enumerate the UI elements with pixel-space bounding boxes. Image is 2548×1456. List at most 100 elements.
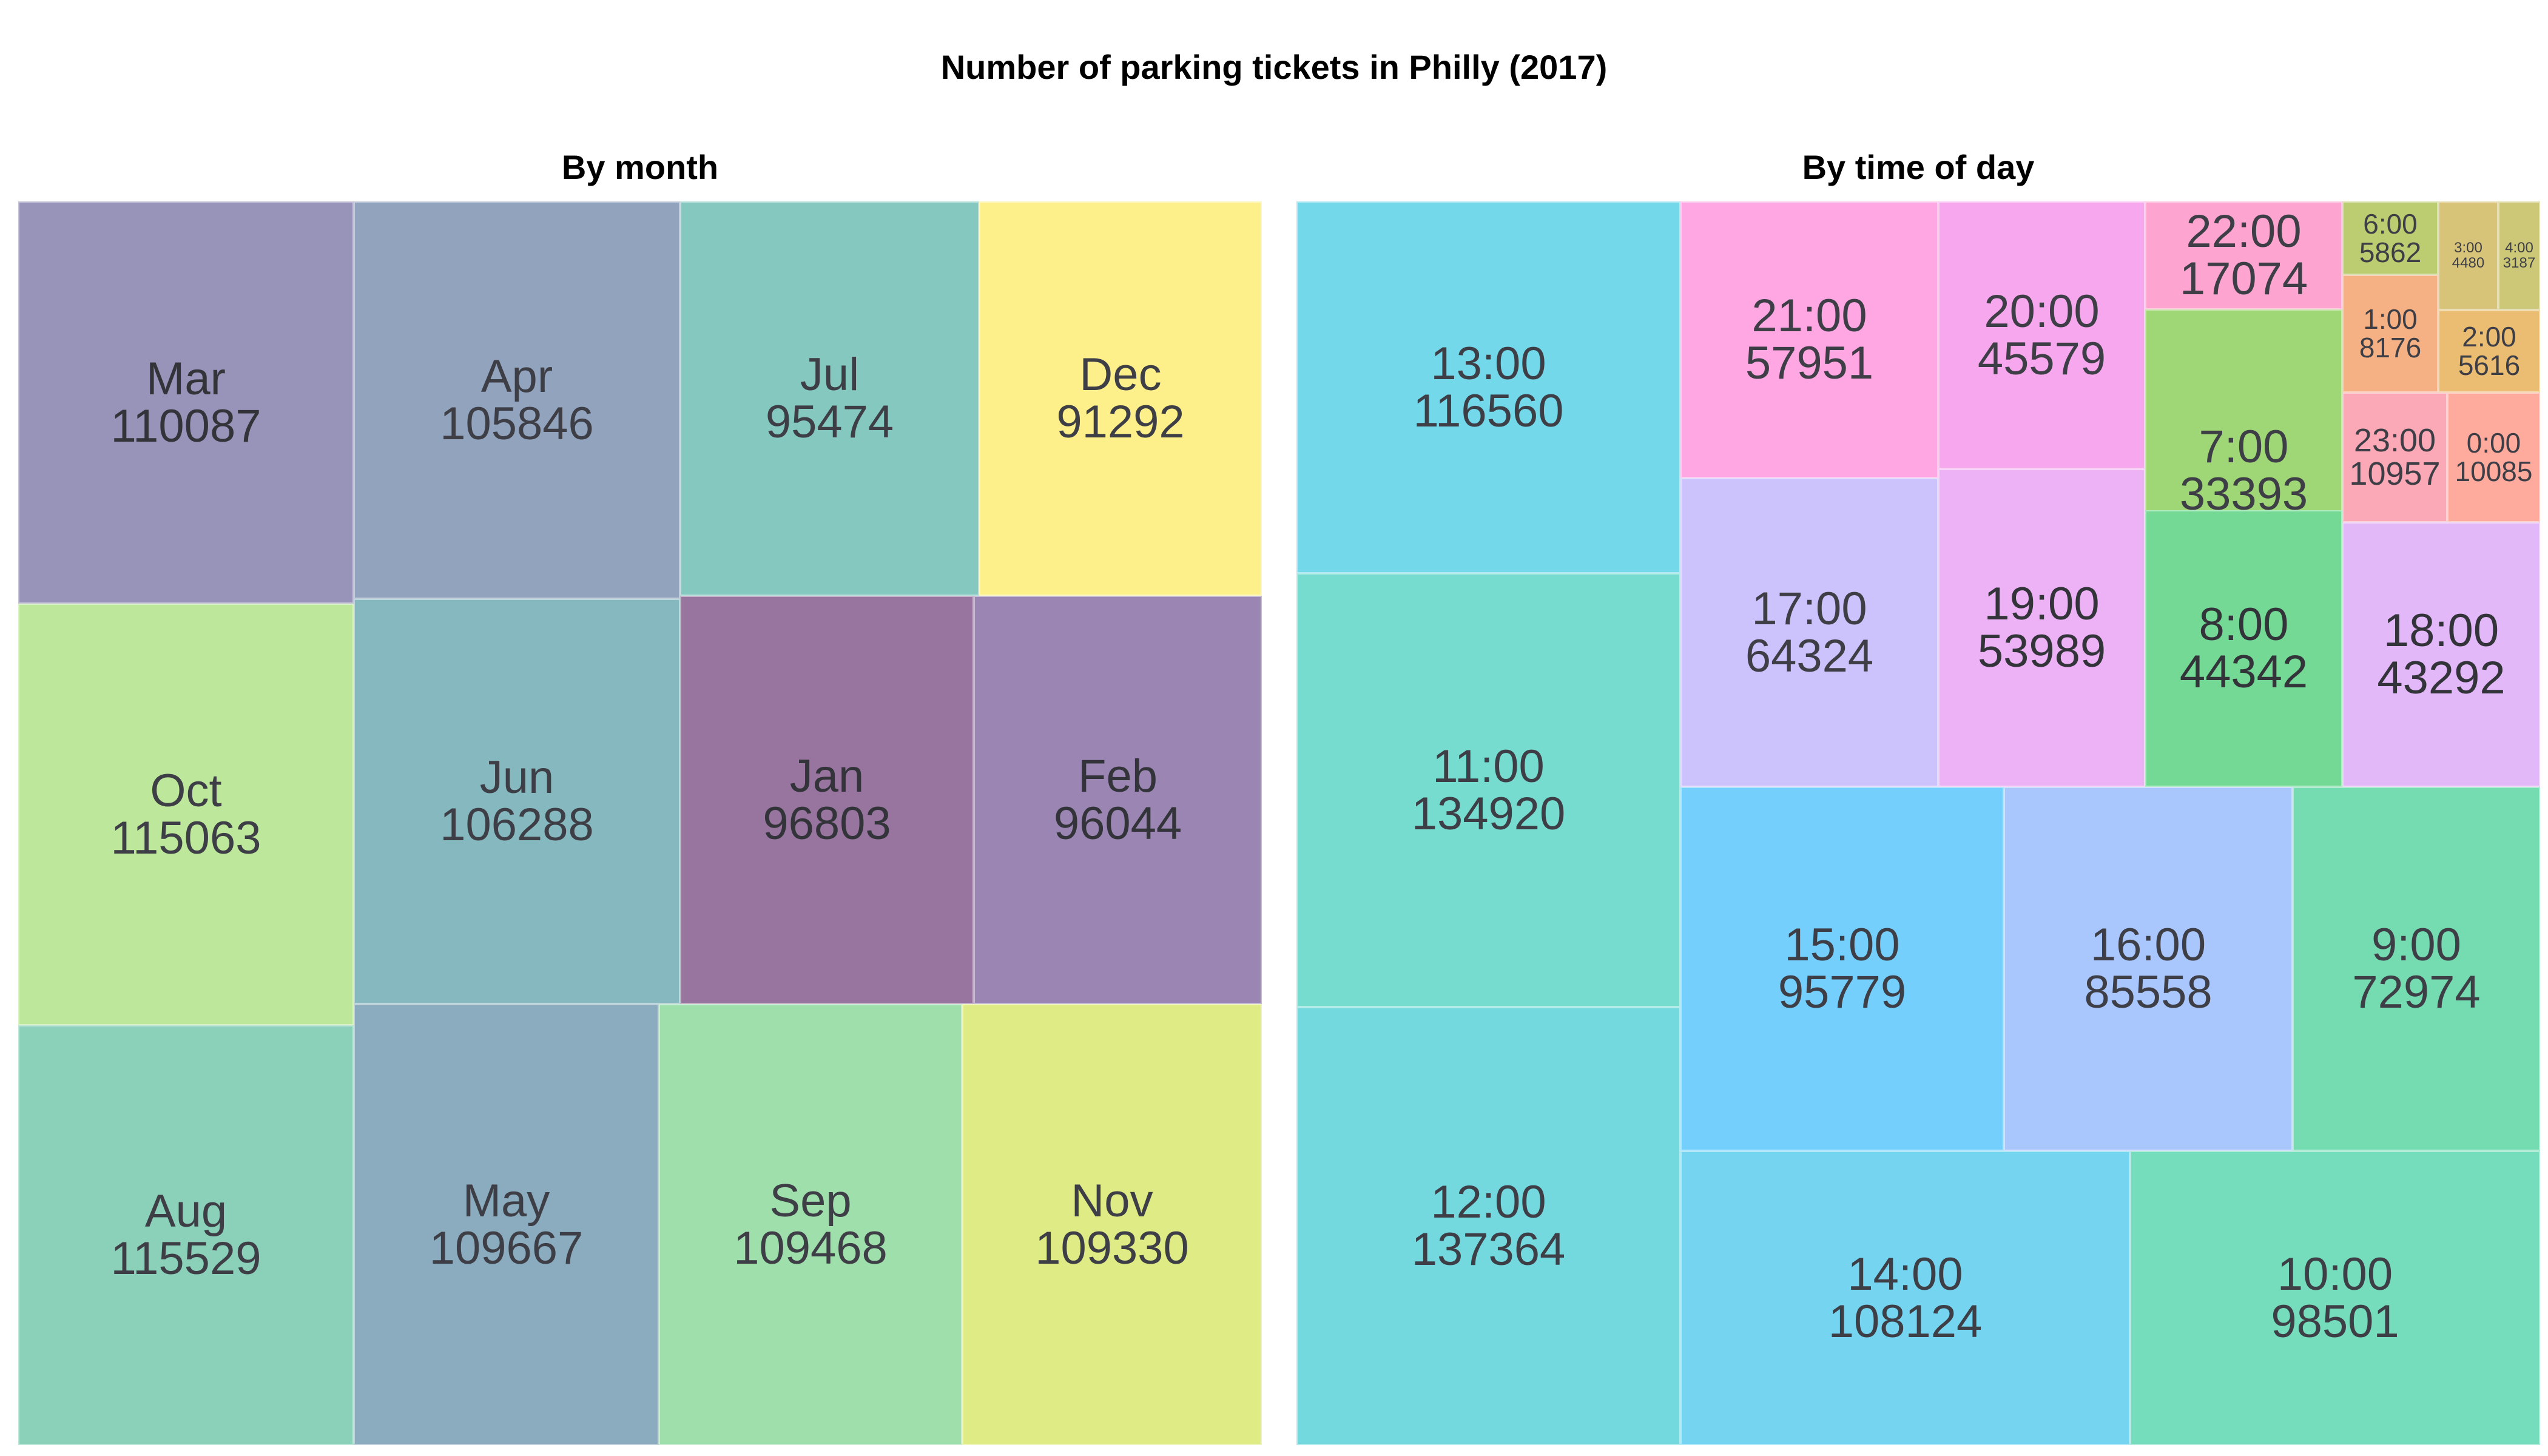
hour-tile-19-00: 19:00 53989 xyxy=(1938,469,2145,787)
hour-tile-20-00: 20:00 45579 xyxy=(1938,201,2145,469)
hour-label: 18:00 xyxy=(2383,605,2499,657)
hour-label: 8:00 xyxy=(2199,599,2289,651)
month-value: 109330 xyxy=(1035,1222,1189,1274)
hour-tile-23-00: 23:00 10957 xyxy=(2342,393,2447,522)
hour-tile-9-00: 9:00 72974 xyxy=(2293,787,2540,1151)
month-value: 115063 xyxy=(110,812,261,864)
month-tile-oct: Oct 115063 xyxy=(18,604,354,1025)
month-tile-jul: Jul 95474 xyxy=(680,201,979,596)
month-label: Oct xyxy=(150,764,222,817)
month-label: Jan xyxy=(789,750,864,802)
month-tile-dec: Dec 91292 xyxy=(979,201,1262,596)
hour-tile-4-00: 4:00 3187 xyxy=(2498,201,2540,310)
month-panel-title: By month xyxy=(561,148,719,186)
hour-tile-1-00: 1:00 8176 xyxy=(2342,275,2438,393)
hour-tile-21-00: 21:00 57951 xyxy=(1680,201,1938,478)
month-value: 115529 xyxy=(110,1233,261,1284)
month-value: 95474 xyxy=(765,396,894,448)
month-tile-feb: Feb 96044 xyxy=(974,596,1262,1004)
month-label: Jul xyxy=(800,349,860,401)
month-tile-nov: Nov 109330 xyxy=(962,1004,1262,1445)
month-value: 106288 xyxy=(440,799,594,851)
month-value: 96803 xyxy=(763,797,891,849)
hour-value: 53989 xyxy=(1977,625,2106,677)
hour-label: 13:00 xyxy=(1431,337,1546,389)
month-tile-aug: Aug 115529 xyxy=(18,1025,354,1445)
month-value: 96044 xyxy=(1053,797,1182,849)
hour-value: 17074 xyxy=(2179,253,2308,305)
month-value: 110087 xyxy=(110,400,261,452)
month-label: Feb xyxy=(1078,750,1158,802)
hour-value: 33393 xyxy=(2179,468,2308,520)
month-tile-jan: Jan 96803 xyxy=(680,596,974,1004)
hour-tile-2-00: 2:00 5616 xyxy=(2438,310,2540,393)
hour-value: 134920 xyxy=(1411,787,1566,840)
hour-tile-6-00: 6:00 5862 xyxy=(2342,201,2438,275)
hour-label: 0:00 xyxy=(2466,427,2521,459)
hour-value: 116560 xyxy=(1413,385,1564,437)
hour-treemap: 13:00 116560 11:00 134920 12:00 137364 21:00 57… xyxy=(1296,201,2540,1445)
hour-label: 4:00 xyxy=(2505,240,2533,257)
hour-value: 98501 xyxy=(2271,1295,2399,1347)
hour-label: 9:00 xyxy=(2371,919,2461,971)
hour-label: 19:00 xyxy=(1984,578,2100,630)
month-value: 105846 xyxy=(440,397,594,450)
hour-label: 11:00 xyxy=(1432,740,1545,792)
hour-label: 12:00 xyxy=(1431,1176,1546,1228)
month-value: 109468 xyxy=(733,1222,888,1274)
hour-tile-17-00: 17:00 64324 xyxy=(1680,478,1938,787)
hour-value: 137364 xyxy=(1411,1224,1566,1275)
hour-label: 16:00 xyxy=(2090,919,2206,971)
month-label: Jun xyxy=(479,752,554,804)
hour-label: 10:00 xyxy=(2277,1248,2393,1300)
hour-tile-13-00: 13:00 116560 xyxy=(1296,201,1680,573)
hour-label: 3:00 xyxy=(2454,240,2482,257)
month-treemap: Mar 110087 Apr 105846 Jul 95474 Dec 91292 Oct 115… xyxy=(18,201,1262,1445)
hour-tile-18-00: 18:00 43292 xyxy=(2342,522,2540,787)
month-tile-may: May 109667 xyxy=(354,1004,659,1445)
month-label: Aug xyxy=(144,1185,228,1238)
hour-tile-15-00: 15:00 95779 xyxy=(1680,787,2004,1151)
hour-tile-8-00: 8:00 44342 xyxy=(2145,510,2342,787)
month-label: Apr xyxy=(480,350,553,402)
month-label: Dec xyxy=(1079,349,1162,401)
month-tile-apr: Apr 105846 xyxy=(354,201,680,599)
hour-label: 22:00 xyxy=(2186,206,2302,258)
hour-value: 8176 xyxy=(2359,332,2422,363)
hour-label: 23:00 xyxy=(2353,422,2436,459)
hour-value: 108124 xyxy=(1828,1295,1983,1347)
month-label: Sep xyxy=(769,1175,852,1227)
hour-value: 64324 xyxy=(1745,630,1874,682)
month-tile-jun: Jun 106288 xyxy=(354,599,680,1004)
hour-label: 17:00 xyxy=(1751,582,1867,635)
month-value: 91292 xyxy=(1056,396,1185,448)
hour-panel-title: By time of day xyxy=(1802,148,2035,186)
hour-label: 14:00 xyxy=(1847,1248,1963,1300)
hour-tile-11-00: 11:00 134920 xyxy=(1296,573,1680,1007)
month-value: 109667 xyxy=(429,1222,584,1274)
hour-value: 10957 xyxy=(2349,456,2441,492)
hour-value: 45579 xyxy=(1977,332,2106,385)
hour-tile-0-00: 0:00 10085 xyxy=(2447,393,2540,522)
hour-label: 20:00 xyxy=(1984,285,2100,337)
hour-label: 1:00 xyxy=(2363,303,2418,335)
hour-tile-10-00: 10:00 98501 xyxy=(2130,1151,2540,1445)
hour-tile-14-00: 14:00 108124 xyxy=(1680,1151,2130,1445)
hour-value: 5862 xyxy=(2359,236,2422,268)
hour-value: 43292 xyxy=(2377,652,2506,704)
hour-value: 44342 xyxy=(2179,646,2308,698)
month-label: Nov xyxy=(1071,1175,1153,1227)
hour-label: 7:00 xyxy=(2199,420,2289,473)
month-label: Mar xyxy=(146,352,226,405)
chart-title: Number of parking tickets in Philly (201… xyxy=(940,48,1608,86)
hour-value: 4480 xyxy=(2452,254,2485,271)
hour-value: 3187 xyxy=(2502,254,2536,271)
hour-label: 6:00 xyxy=(2363,207,2418,240)
hour-tile-22-00: 22:00 17074 xyxy=(2145,201,2342,309)
hour-label: 15:00 xyxy=(1784,919,1900,971)
hour-label: 2:00 xyxy=(2462,321,2516,353)
hour-value: 57951 xyxy=(1745,337,1874,389)
hour-value: 72974 xyxy=(2352,966,2481,1018)
hour-value: 5616 xyxy=(2458,349,2521,381)
hour-tile-16-00: 16:00 85558 xyxy=(2004,787,2293,1151)
